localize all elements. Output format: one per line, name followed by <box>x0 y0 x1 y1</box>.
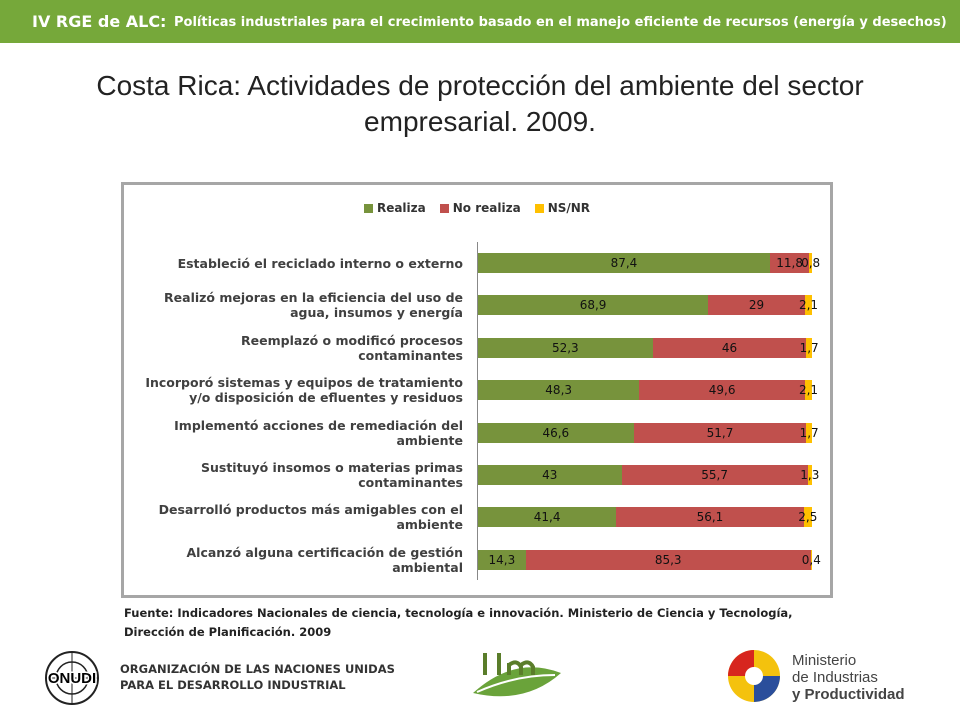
bar-segment <box>478 253 770 273</box>
bar-segment <box>804 295 812 316</box>
value-label: 56,1 <box>696 510 724 525</box>
legend-item: Realiza <box>363 201 426 215</box>
category-axis <box>477 242 478 580</box>
chart-title: Costa Rica: Actividades de protección de… <box>96 70 864 137</box>
header-title: Políticas industriales para el crecimien… <box>174 15 947 30</box>
value-label: 46 <box>721 340 738 355</box>
onudi-text: ONUDI <box>48 670 96 687</box>
bar-segment <box>621 465 808 485</box>
bar-segment <box>652 337 807 358</box>
bar-segment <box>633 422 807 443</box>
bar-segment <box>807 465 812 485</box>
value-label: 11,8 <box>776 256 803 270</box>
value-label: 52,3 <box>551 340 579 355</box>
bar-segment <box>804 380 812 401</box>
bar-segment <box>525 549 811 570</box>
category-label: Reemplazó o modificó procesos contaminan… <box>241 332 463 363</box>
category-label: Incorporó sistemas y equipos de tratamie… <box>145 375 463 406</box>
legend-swatch <box>363 203 373 213</box>
value-label: 55,7 <box>701 468 728 482</box>
value-label: 0,8 <box>801 256 821 270</box>
bar-segment <box>810 549 812 570</box>
category-label: Desarrolló productos más amigables con e… <box>158 502 463 533</box>
legend-label: NS/NR <box>547 201 591 215</box>
bar-segment <box>806 422 812 443</box>
legend: Realiza No realiza NS/NR <box>124 201 830 215</box>
bar-segment <box>478 465 622 485</box>
value-label: 1,7 <box>799 425 819 440</box>
value-label: 14,3 <box>488 552 516 567</box>
legend-label: Realiza <box>376 201 426 215</box>
value-label: 46,6 <box>542 425 570 440</box>
leaf-logo <box>473 653 561 697</box>
value-label: 87,4 <box>610 256 638 270</box>
value-label: 41,4 <box>533 510 561 525</box>
bar-segment <box>478 549 526 570</box>
unido-line2: PARA EL DESARROLLO INDUSTRIAL <box>120 678 346 692</box>
bar-segment <box>616 507 804 528</box>
value-label: 48,3 <box>545 383 573 398</box>
bar-segment <box>478 337 653 358</box>
bar-segment <box>478 507 617 528</box>
ministry-line3: y Productividad <box>792 686 905 703</box>
bar-segment <box>478 380 640 401</box>
category-label: Estableció el reciclado interno o extern… <box>177 255 463 271</box>
bar-segment <box>809 253 812 273</box>
legend-item: No realiza <box>439 201 521 215</box>
bar-segment <box>806 337 812 358</box>
legend-swatch <box>439 203 449 213</box>
value-label: 68,9 <box>579 298 607 313</box>
value-label: 49,6 <box>708 383 736 398</box>
category-label: Alcanzó alguna certificación de gestión … <box>186 544 463 575</box>
value-label: 0,4 <box>801 552 821 567</box>
source-note: Fuente: Indicadores Nacionales de cienci… <box>124 606 793 639</box>
value-label: 29 <box>748 298 765 313</box>
value-label: 2,5 <box>798 510 818 525</box>
bar-segment <box>803 507 812 528</box>
category-label: Sustituyó insomos o materias primas cont… <box>200 460 463 490</box>
ministry-line2: de Industrias <box>792 669 878 686</box>
bar-segment <box>708 295 805 316</box>
bar-segment <box>478 295 709 316</box>
value-label: 43 <box>542 468 558 482</box>
ministry-line1: Ministerio <box>792 652 857 669</box>
category-label: Realizó mejoras en la eficiencia del uso… <box>164 290 463 321</box>
value-label: 1,7 <box>799 340 819 355</box>
bar-segment <box>639 380 805 401</box>
header-title-bold: IV RGE de ALC: <box>32 12 167 31</box>
legend-item: NS/NR <box>534 201 591 215</box>
legend-label: No realiza <box>452 201 521 215</box>
value-label: 1,3 <box>800 468 820 482</box>
header-bar: IV RGE de ALC: Políticas industriales pa… <box>0 0 960 43</box>
category-label: Implementó acciones de remediación del a… <box>174 417 463 448</box>
ministry-emblem <box>728 650 780 702</box>
legend-swatch <box>534 203 544 213</box>
value-label: 2,1 <box>798 383 819 398</box>
bar-segment <box>769 253 810 273</box>
value-label: 2,1 <box>798 298 819 313</box>
bar-segment <box>478 422 634 443</box>
onudi-emblem: ONUDI <box>45 651 99 705</box>
value-label: 51,7 <box>706 425 734 440</box>
unido-line1: ORGANIZACIÓN DE LAS NACIONES UNIDAS <box>120 662 395 676</box>
value-label: 85,3 <box>654 552 682 567</box>
